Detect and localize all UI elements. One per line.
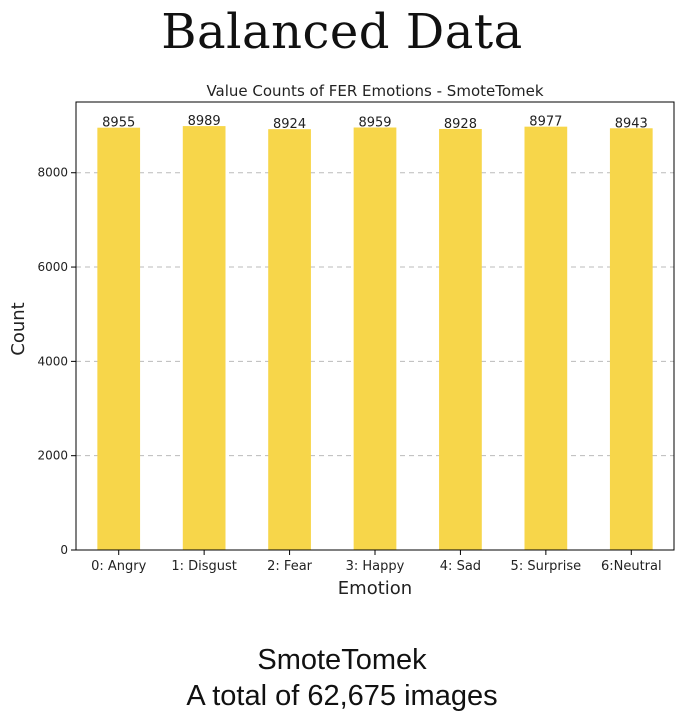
- y-tick-label: 6000: [37, 260, 68, 274]
- bar: [353, 127, 397, 550]
- data-label: 8924: [273, 117, 306, 132]
- data-label: 8977: [529, 115, 562, 130]
- x-tick-label: 4: Sad: [440, 559, 481, 574]
- data-labels: 8955 8989 8924 8959 8928 8977 8943: [102, 114, 648, 132]
- y-tick-label: 4000: [37, 354, 68, 368]
- chart-title: Value Counts of FER Emotions - SmoteTome…: [206, 82, 543, 100]
- x-tick-label: 0: Angry: [91, 559, 147, 574]
- bar: [524, 126, 568, 550]
- caption-total: A total of 62,675 images: [186, 680, 498, 712]
- x-tick-label: 3: Happy: [346, 559, 405, 574]
- data-label: 8959: [358, 116, 391, 131]
- x-axis-label: Emotion: [338, 578, 412, 599]
- y-tick-label: 2000: [37, 449, 68, 463]
- x-tick-label: 1: Disgust: [171, 559, 237, 574]
- data-label: 8943: [615, 116, 648, 131]
- bar: [97, 127, 141, 550]
- bar-chart: 0 2000 4000 6000 8000 0: Angry 1: Disgust 2: F…: [8, 82, 675, 599]
- data-label: 8928: [444, 117, 477, 132]
- x-axis-ticks: 0: Angry 1: Disgust 2: Fear 3: Happy 4: Sad 5…: [91, 550, 662, 574]
- y-tick-label: 0: [60, 543, 68, 557]
- bar: [609, 128, 653, 550]
- y-axis-ticks: 0 2000 4000 6000 8000: [37, 166, 76, 557]
- y-tick-label: 8000: [37, 166, 68, 180]
- bar: [268, 129, 311, 550]
- y-axis-label: Count: [8, 302, 29, 355]
- slide-title: Balanced Data: [161, 4, 523, 60]
- bar: [439, 128, 482, 551]
- data-label: 8955: [102, 116, 135, 131]
- data-label: 8989: [188, 114, 221, 129]
- bars: [97, 126, 653, 551]
- bar: [182, 126, 226, 550]
- caption-method: SmoteTomek: [257, 644, 427, 676]
- x-tick-label: 6:Neutral: [601, 559, 662, 574]
- x-tick-label: 2: Fear: [267, 559, 313, 574]
- x-tick-label: 5: Surprise: [511, 559, 582, 574]
